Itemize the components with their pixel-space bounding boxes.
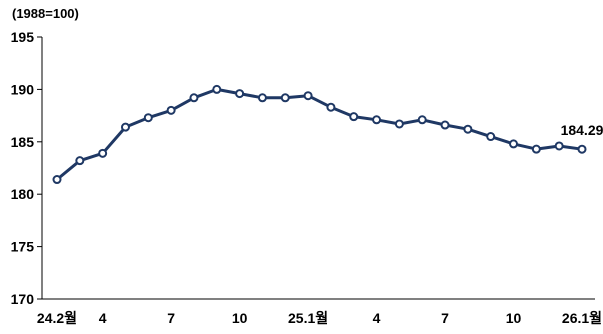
x-tick-label: 4 <box>373 310 381 326</box>
data-point <box>394 119 404 129</box>
y-axis-ticks: 170 175 180 185 190 195 <box>11 29 42 307</box>
x-tick-label: 25.1월 <box>288 310 328 326</box>
y-tick-label: 180 <box>11 186 35 202</box>
data-point <box>577 144 587 154</box>
data-point <box>554 141 564 151</box>
y-tick-label: 185 <box>11 134 35 150</box>
data-point <box>440 120 450 130</box>
x-tick-label: 7 <box>167 310 175 326</box>
data-point <box>98 148 108 158</box>
data-point <box>372 115 382 125</box>
x-tick-label: 7 <box>441 310 449 326</box>
series-line <box>56 87 583 181</box>
data-point <box>486 132 496 142</box>
data-point <box>75 156 85 166</box>
data-point <box>326 102 336 112</box>
data-labels: 184.29 <box>561 122 603 138</box>
data-point <box>235 89 245 99</box>
data-point <box>280 93 290 103</box>
data-point <box>509 139 519 149</box>
data-point <box>189 93 199 103</box>
x-axis-ticks: 24.2월 4 7 10 25.1월 4 7 10 26.1월 <box>37 310 602 326</box>
data-point <box>120 122 130 132</box>
data-point <box>303 91 313 101</box>
data-point <box>52 175 62 185</box>
data-label: 184.29 <box>561 122 603 138</box>
data-point <box>257 93 267 103</box>
series-layer <box>52 84 587 185</box>
data-point <box>349 112 359 122</box>
data-point <box>417 115 427 125</box>
data-point <box>143 113 153 123</box>
x-tick-label: 10 <box>506 310 522 326</box>
axes <box>41 37 595 300</box>
x-tick-label: 24.2월 <box>37 310 77 326</box>
x-tick-label: 10 <box>232 310 248 326</box>
y-tick-label: 175 <box>11 239 35 255</box>
data-point <box>166 105 176 115</box>
data-point <box>463 124 473 134</box>
y-tick-label: 170 <box>11 291 35 307</box>
x-tick-label: 4 <box>99 310 107 326</box>
y-unit-label: (1988=100) <box>12 6 79 21</box>
x-tick-label: 26.1월 <box>562 310 602 326</box>
data-point <box>212 84 222 94</box>
y-tick-label: 195 <box>11 29 35 45</box>
data-point <box>531 144 541 154</box>
y-tick-label: 190 <box>11 81 35 97</box>
